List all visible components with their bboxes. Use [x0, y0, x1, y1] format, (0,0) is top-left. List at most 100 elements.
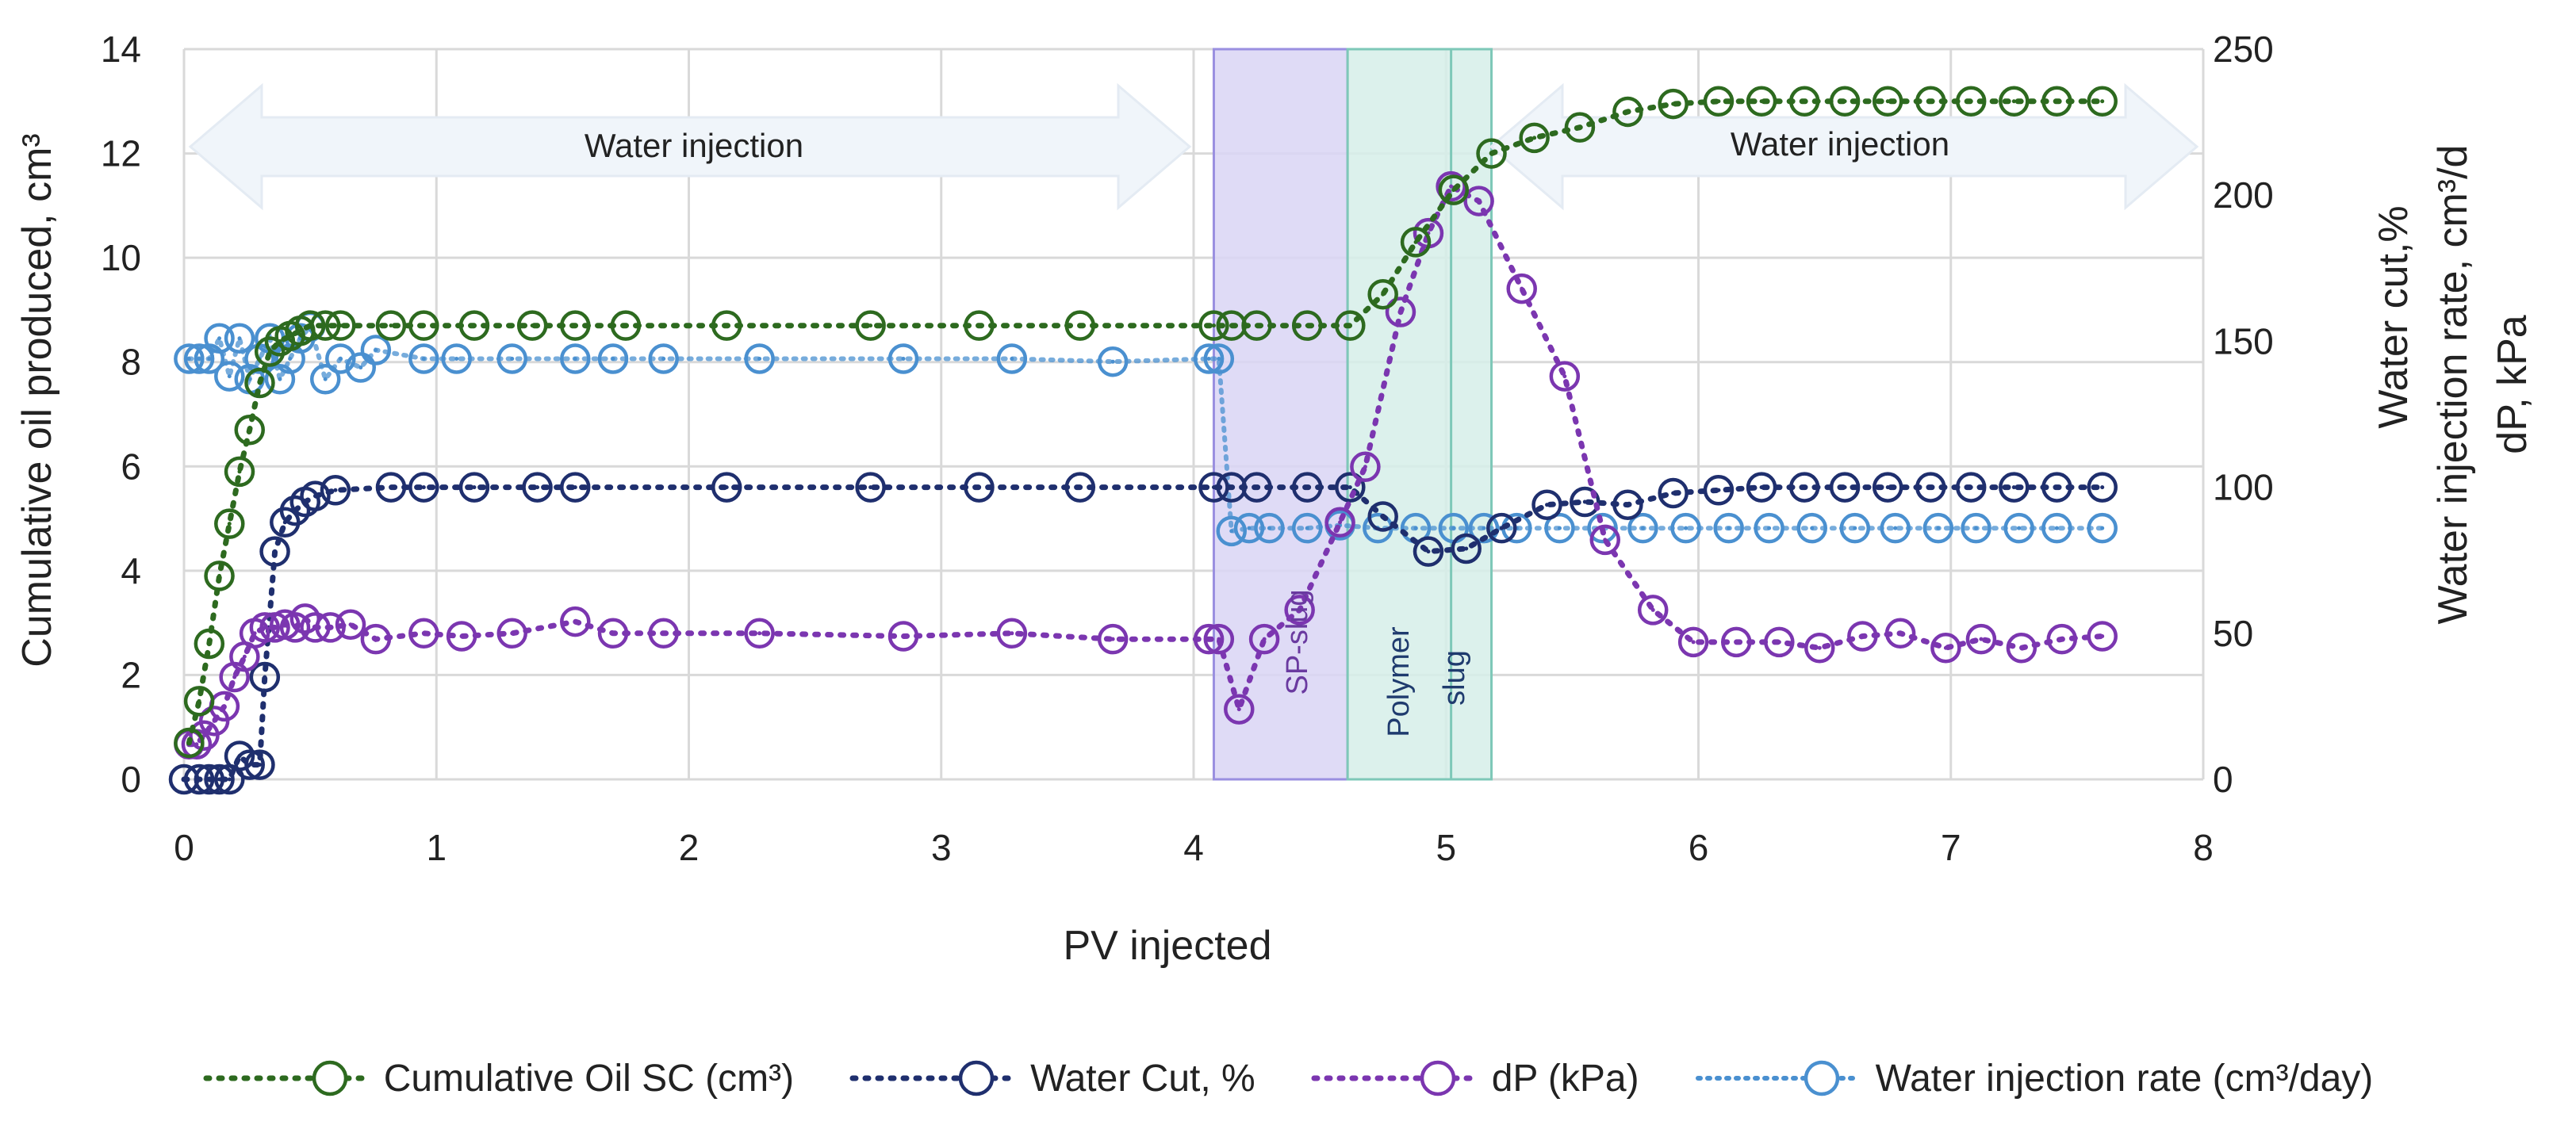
data-point-dot-water-cut — [1348, 485, 1352, 489]
data-point-dot-cumulative-oil-sc-cm — [187, 740, 191, 744]
data-point-dot-cumulative-oil-sc-cm — [1929, 99, 1933, 103]
data-point-dot-water-cut — [1626, 503, 1630, 507]
data-point-dot-cumulative-oil-sc-cm — [1255, 323, 1259, 327]
data-point-dot-dp-kpa — [1562, 374, 1566, 378]
y-left-tick-label: 4 — [121, 550, 141, 591]
data-point-dot-cumulative-oil-sc-cm — [1626, 109, 1630, 113]
data-point-dot-cumulative-oil-sc-cm — [531, 323, 535, 327]
data-point-dot-water-injection-rate-cm-day — [278, 377, 282, 381]
data-point-dot-cumulative-oil-sc-cm — [247, 428, 251, 432]
legend-swatch-marker — [1422, 1062, 1454, 1094]
legend-swatch — [1311, 1054, 1478, 1102]
data-point-dot-water-cut — [258, 763, 262, 767]
y-right-tick-label: 100 — [2213, 467, 2274, 508]
water-injection-label-right: Water injection — [1731, 125, 1949, 163]
legend-label: dP (kPa) — [1492, 1057, 1639, 1100]
data-point-dot-dp-kpa — [510, 631, 514, 635]
data-point-dot-cumulative-oil-sc-cm — [207, 641, 211, 645]
data-point-dot-water-cut — [1760, 485, 1764, 489]
data-point-dot-water-injection-rate-cm-day — [1641, 526, 1645, 530]
data-point-dot-water-injection-rate-cm-day — [510, 357, 514, 361]
data-point-dot-water-cut — [273, 549, 277, 553]
water-injection-label-left: Water injection — [585, 127, 803, 164]
data-point-dot-dp-kpa — [232, 675, 236, 679]
data-point-dot-dp-kpa — [1010, 631, 1014, 635]
data-point-dot-water-injection-rate-cm-day — [2100, 526, 2104, 530]
data-point-dot-water-cut — [1843, 485, 1847, 489]
data-point-dot-water-injection-rate-cm-day — [1229, 529, 1233, 533]
data-point-dot-cumulative-oil-sc-cm — [1886, 99, 1890, 103]
data-point-dot-water-cut — [1500, 526, 1504, 530]
data-point-dot-dp-kpa — [1398, 310, 1402, 314]
data-point-dot-water-injection-rate-cm-day — [454, 357, 458, 361]
data-point-dot-dp-kpa — [611, 631, 615, 635]
x-tick-label: 8 — [2193, 827, 2214, 868]
data-point-dot-water-injection-rate-cm-day — [1893, 526, 1897, 530]
data-point-dot-water-injection-rate-cm-day — [2017, 526, 2021, 530]
data-point-dot-dp-kpa — [1899, 631, 1903, 635]
legend-swatch — [1695, 1054, 1861, 1102]
legend-label: Cumulative Oil SC (cm³) — [384, 1057, 794, 1100]
data-point-dot-cumulative-oil-sc-cm — [238, 469, 242, 473]
legend-swatch-marker — [1806, 1062, 1838, 1094]
data-point-dot-water-injection-rate-cm-day — [1853, 526, 1857, 530]
data-point-dot-dp-kpa — [460, 634, 464, 638]
data-point-dot-cumulative-oil-sc-cm — [389, 323, 393, 327]
data-point-dot-water-cut — [263, 675, 266, 679]
data-point-dot-water-injection-rate-cm-day — [207, 357, 211, 361]
y-right-tick-label: 200 — [2213, 174, 2274, 216]
data-point-dot-water-injection-rate-cm-day — [238, 336, 242, 340]
data-point-dot-water-cut — [977, 485, 981, 489]
x-tick-label: 7 — [1941, 827, 1961, 868]
y-left-tick-label: 10 — [101, 237, 141, 278]
data-point-dot-water-injection-rate-cm-day — [197, 357, 201, 361]
data-point-dot-water-cut — [1803, 485, 1807, 489]
data-point-dot-water-cut — [573, 485, 577, 489]
y-right-axis-title-1: Water cut,% — [2371, 205, 2417, 428]
data-point-dot-cumulative-oil-sc-cm — [339, 323, 343, 327]
data-point-dot-dp-kpa — [1861, 634, 1865, 638]
data-point-dot-cumulative-oil-sc-cm — [1305, 323, 1309, 327]
data-point-dot-dp-kpa — [1735, 640, 1738, 644]
data-point-dot-cumulative-oil-sc-cm — [1078, 323, 1082, 327]
data-point-dot-water-cut — [2055, 485, 2059, 489]
data-point-dot-water-cut — [197, 778, 201, 782]
data-point-dot-water-injection-rate-cm-day — [288, 357, 292, 361]
data-point-dot-dp-kpa — [573, 620, 577, 624]
data-point-dot-water-injection-rate-cm-day — [1111, 360, 1115, 364]
data-point-dot-water-cut — [2012, 485, 2016, 489]
data-point-dot-cumulative-oil-sc-cm — [1843, 99, 1847, 103]
data-point-dot-cumulative-oil-sc-cm — [1969, 99, 1973, 103]
data-point-dot-dp-kpa — [1520, 287, 1524, 291]
data-point-dot-water-injection-rate-cm-day — [1974, 526, 1978, 530]
data-point-dot-dp-kpa — [1237, 707, 1241, 711]
data-point-dot-dp-kpa — [374, 637, 378, 641]
y-right-tick-label: 50 — [2213, 613, 2253, 654]
data-point-dot-water-injection-rate-cm-day — [1684, 526, 1688, 530]
data-point-dot-water-cut — [1229, 485, 1233, 489]
y-left-tick-label: 6 — [121, 446, 141, 487]
data-point-dot-cumulative-oil-sc-cm — [2100, 99, 2104, 103]
data-point-dot-water-injection-rate-cm-day — [324, 377, 328, 381]
data-point-dot-water-injection-rate-cm-day — [1451, 526, 1455, 530]
data-point-dot-water-cut — [247, 763, 251, 767]
data-point-dot-dp-kpa — [349, 622, 353, 626]
data-point-dot-dp-kpa — [1477, 199, 1481, 203]
x-tick-label: 0 — [174, 827, 194, 868]
data-point-dot-water-injection-rate-cm-day — [1267, 526, 1271, 530]
data-point-dot-cumulative-oil-sc-cm — [228, 522, 232, 526]
data-point-dot-water-cut — [207, 778, 211, 782]
data-point-dot-cumulative-oil-sc-cm — [1212, 323, 1216, 327]
legend-label: Water Cut, % — [1030, 1057, 1255, 1100]
data-point-dot-water-cut — [333, 488, 337, 492]
data-point-dot-dp-kpa — [1263, 637, 1267, 641]
x-tick-label: 3 — [931, 827, 952, 868]
data-point-dot-water-injection-rate-cm-day — [1010, 357, 1014, 361]
data-point-dot-dp-kpa — [1777, 640, 1781, 644]
data-point-dot-cumulative-oil-sc-cm — [1451, 188, 1455, 192]
data-point-dot-water-cut — [1929, 485, 1933, 489]
data-point-dot-dp-kpa — [1217, 637, 1221, 641]
data-point-dot-cumulative-oil-sc-cm — [1532, 136, 1536, 140]
data-point-dot-water-cut — [1671, 491, 1675, 495]
